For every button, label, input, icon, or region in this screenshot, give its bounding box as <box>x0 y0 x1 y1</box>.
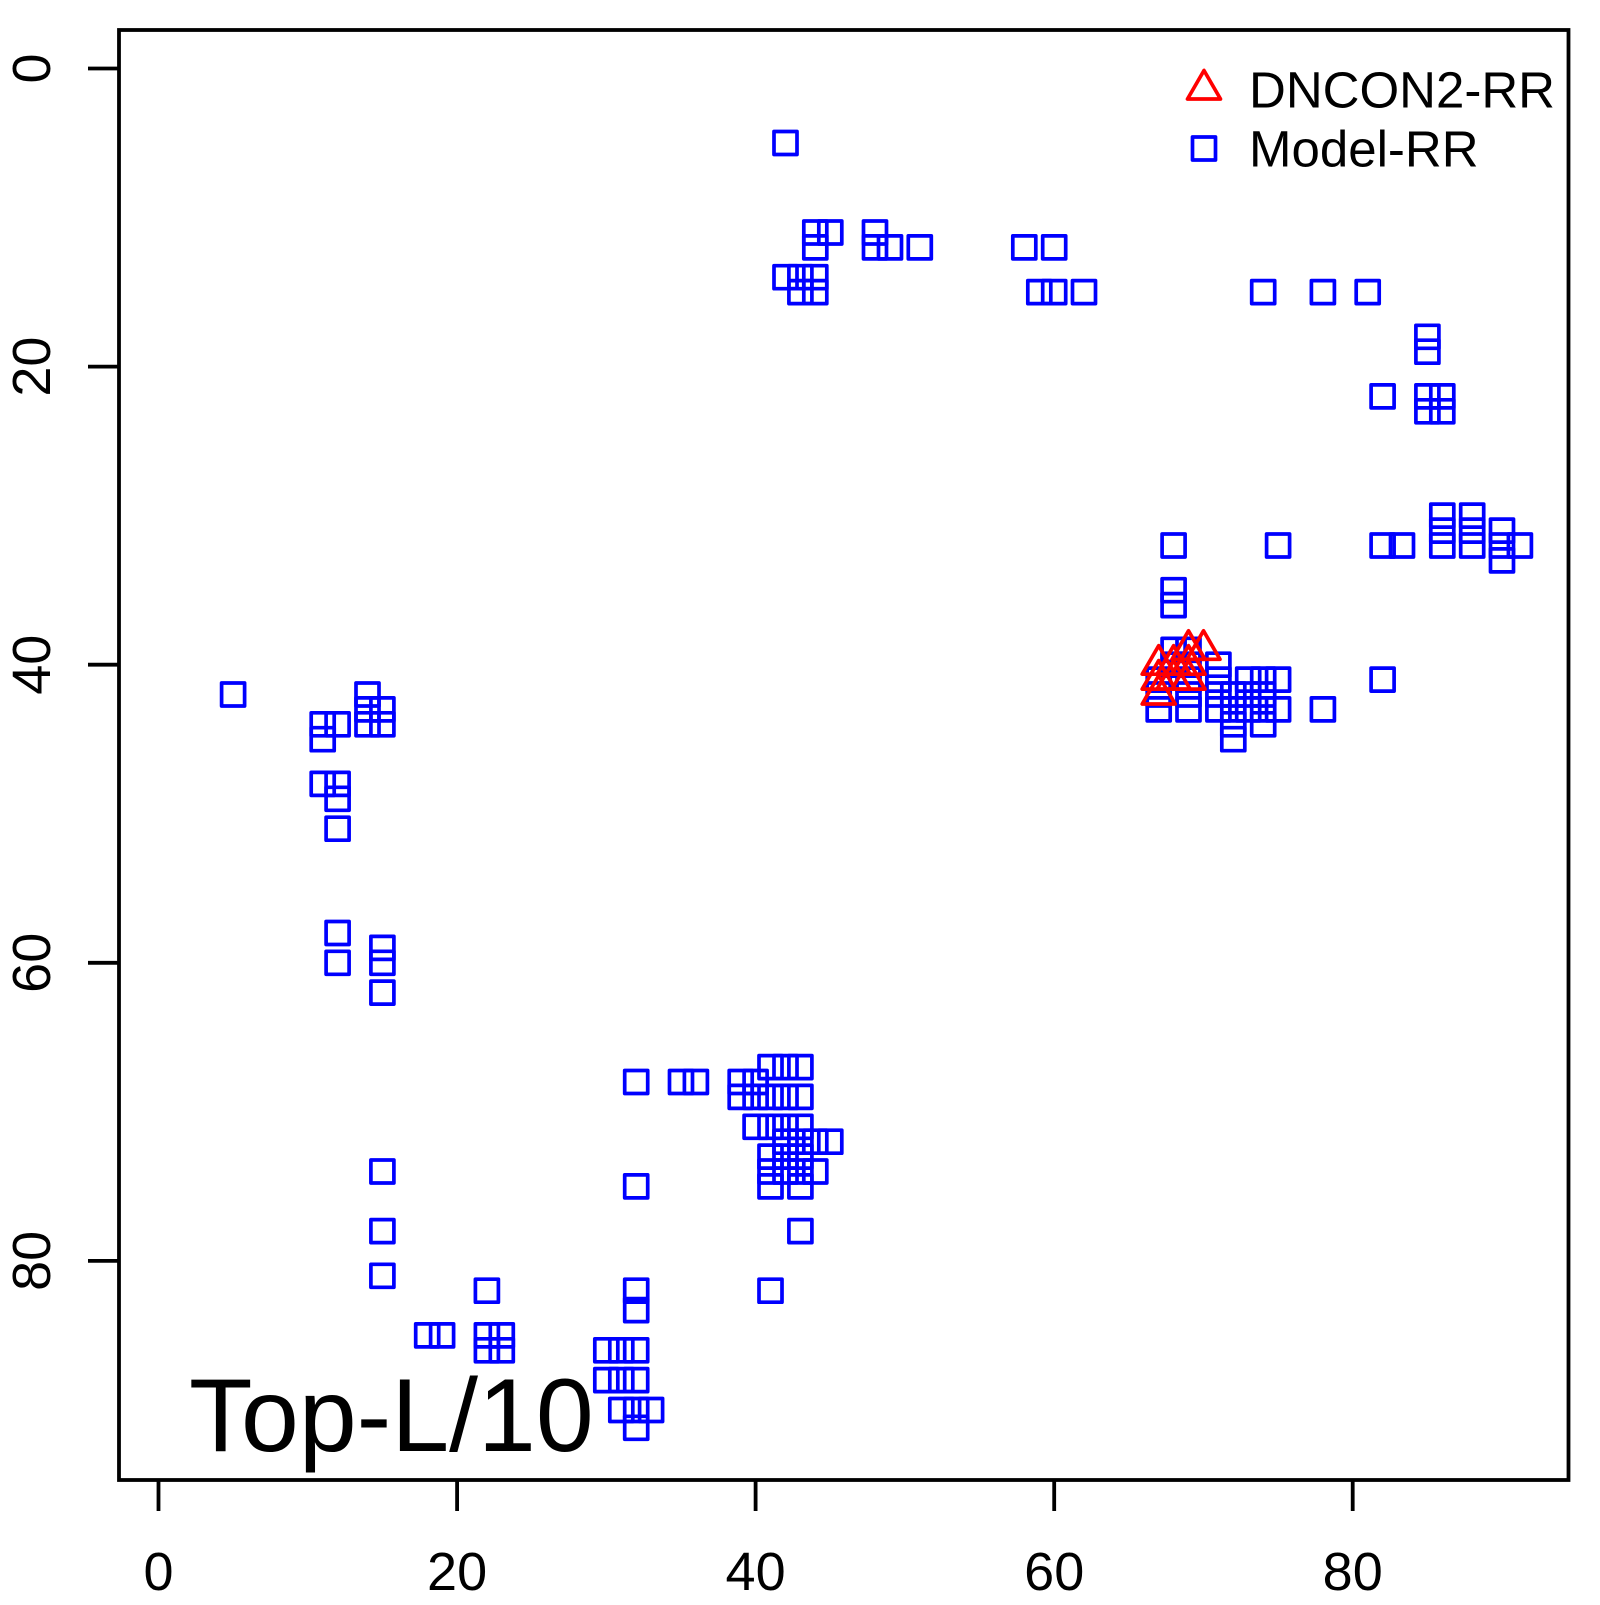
svg-text:DNCON2-RR: DNCON2-RR <box>1249 62 1555 119</box>
svg-text:80: 80 <box>1323 1542 1383 1600</box>
svg-text:40: 40 <box>726 1542 786 1600</box>
svg-text:Model-RR: Model-RR <box>1249 121 1479 178</box>
svg-text:60: 60 <box>2 933 62 993</box>
svg-text:0: 0 <box>2 53 62 83</box>
svg-text:80: 80 <box>2 1231 62 1291</box>
svg-text:20: 20 <box>427 1542 487 1600</box>
svg-text:20: 20 <box>2 337 62 397</box>
svg-text:40: 40 <box>2 635 62 695</box>
svg-text:60: 60 <box>1024 1542 1084 1600</box>
svg-text:Top-L/10: Top-L/10 <box>189 1358 594 1474</box>
svg-text:0: 0 <box>143 1542 173 1600</box>
